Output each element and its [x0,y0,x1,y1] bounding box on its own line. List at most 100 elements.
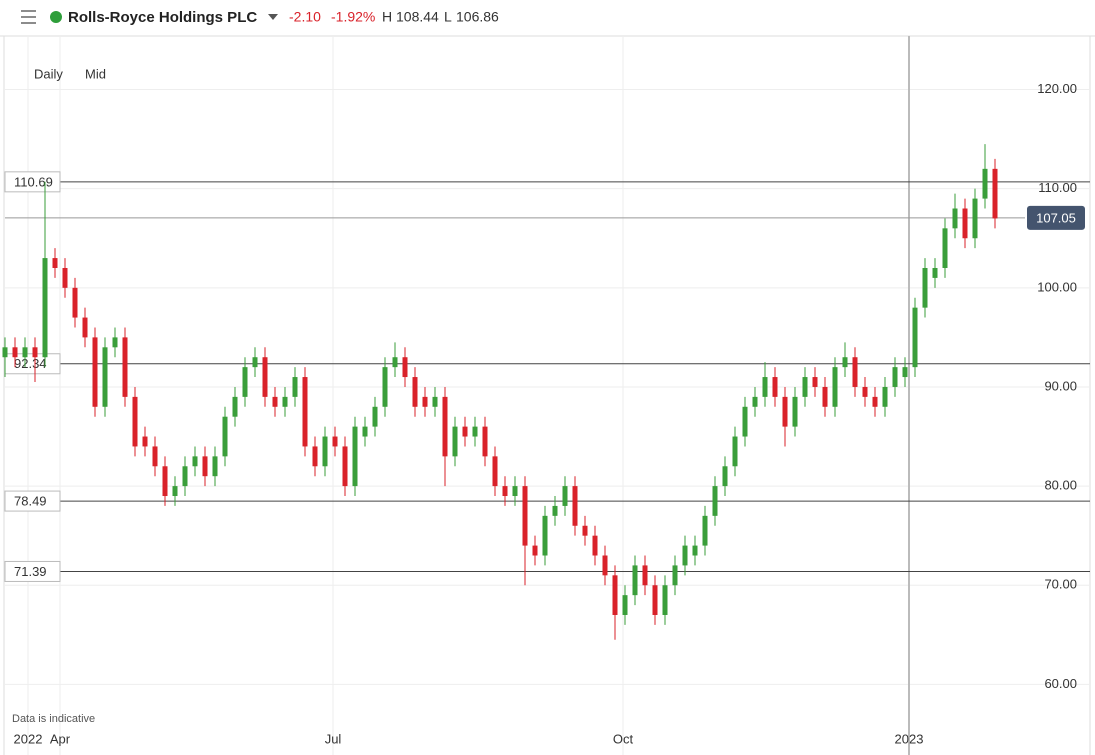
candle-body [882,386,888,407]
high-value: 108.44 [396,9,439,25]
x-tick-label: Jul [325,731,342,746]
candle-body [302,377,308,447]
candle-body [482,426,488,457]
change-pct: -1.92% [331,9,375,25]
menu-icon[interactable] [21,10,36,24]
candle-body [282,396,288,407]
candle-body [202,456,208,477]
candle-body [192,456,198,467]
candle-body [292,377,298,397]
candle-body [592,535,598,556]
candle-body [872,396,878,407]
candle-body [932,267,938,278]
low-value: 106.86 [456,9,499,25]
candle-body [742,406,748,437]
candle-body [862,386,868,397]
level-label-box [4,171,61,193]
candle-body [822,386,828,407]
candle-body [332,436,338,447]
candle-body [72,287,78,318]
candle-body [722,466,728,487]
candle-body [632,565,638,596]
candle-body [842,357,848,368]
y-tick-label: 60.00 [1044,676,1077,691]
candle-body [952,208,958,229]
grid [5,36,1090,755]
candle-body [142,436,148,447]
candle-body [442,396,448,457]
candle-body [232,396,238,417]
y-tick-label: 80.00 [1044,478,1077,493]
x-tick-label: Oct [613,731,634,746]
candle-body [52,258,58,268]
candle-body [462,426,468,437]
candle-body [242,367,248,397]
level-label: 110.69 [14,174,53,189]
instrument-title[interactable]: Rolls-Royce Holdings PLC [68,9,257,26]
candle-body [582,525,588,536]
levels: 110.69 92.34 78.49 71.39 107.05 [4,171,1090,582]
candle-body [92,337,98,407]
candle-body [42,258,48,358]
candle-body [122,337,128,397]
candle-body [32,347,38,358]
candle-body [472,426,478,437]
low-label: L [444,9,452,25]
candle-body [372,406,378,427]
y-tick-label: 70.00 [1044,577,1077,592]
candle-body [982,168,988,199]
change: -2.10 [289,9,321,25]
candle-body [172,486,178,497]
candle-body [642,565,648,586]
candle-body [82,317,88,338]
candle-body [562,486,568,506]
price-type-button[interactable]: Mid [85,66,106,81]
candle-body [452,426,458,457]
candle-body [782,396,788,427]
candle-body [852,357,858,387]
candle-body [672,565,678,586]
candle-body [272,396,278,407]
level-label-box [4,490,61,512]
candle-body [892,367,898,387]
candle-body [132,396,138,447]
candle-body [752,396,758,407]
candle-body [312,446,318,467]
candle-body [792,396,798,427]
candle-body [322,436,328,467]
candle-body [502,486,508,497]
candle-body [612,575,618,615]
candle-body [912,307,918,368]
candle-body [432,396,438,407]
candle-body [182,466,188,487]
candle-body [662,585,668,615]
candle-body [352,426,358,487]
candle-body [382,367,388,407]
y-tick-label: 90.00 [1044,378,1077,393]
candle-body [602,555,608,576]
candle-body [152,446,158,467]
candle-body [512,486,518,497]
candle-body [572,486,578,526]
candle-body [422,396,428,407]
candle-body [112,337,118,348]
last-price-box [1027,205,1085,230]
dropdown-caret[interactable] [268,14,278,20]
candle-body [702,515,708,546]
candle-body [22,347,28,358]
candle-body [102,347,108,407]
candle-body [542,515,548,556]
candle-body [362,426,368,437]
candle-body [902,367,908,378]
interval-button[interactable]: Daily [34,66,63,81]
footnote: Data is indicative [12,713,95,725]
candle-body [402,357,408,378]
level-label-box [4,560,61,582]
x-tick-label: Apr [50,731,71,746]
candle-body [652,585,658,615]
candle-body [772,377,778,397]
candle-body [812,377,818,387]
candle-body [532,545,538,556]
